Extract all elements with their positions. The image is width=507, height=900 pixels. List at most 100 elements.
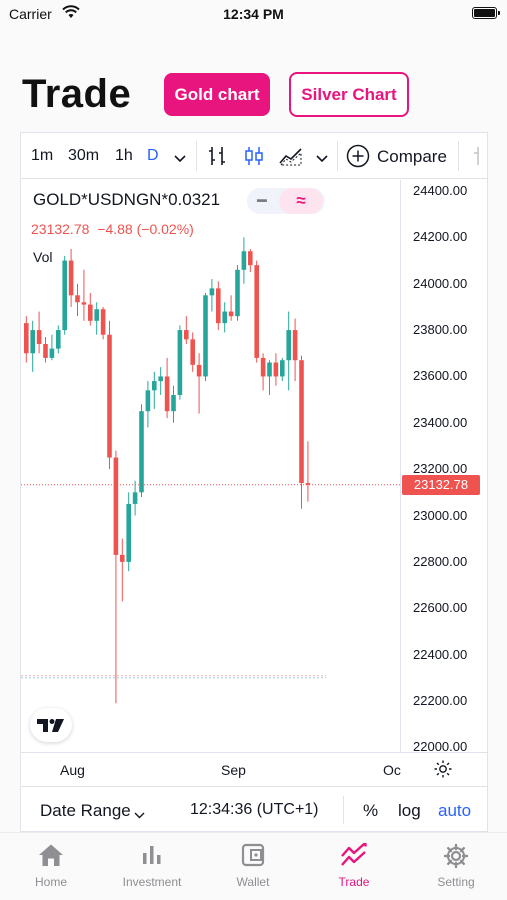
candle[interactable]: [171, 385, 176, 423]
bar-chart-icon: [107, 843, 197, 869]
tab-trade[interactable]: Trade: [309, 842, 399, 889]
candle-body: [209, 288, 215, 296]
candle[interactable]: [107, 320, 112, 470]
candle[interactable]: [267, 360, 272, 395]
candle-body: [292, 330, 298, 361]
candle[interactable]: [49, 334, 55, 361]
tab-investment[interactable]: Investment: [107, 843, 197, 889]
candle[interactable]: [299, 355, 304, 509]
area-icon[interactable]: [279, 145, 303, 172]
candles-icon[interactable]: [243, 145, 265, 172]
candle[interactable]: [184, 316, 189, 344]
silver-chart-button[interactable]: Silver Chart: [289, 72, 409, 117]
candle[interactable]: [209, 279, 215, 312]
candle[interactable]: [36, 311, 42, 354]
indicators-icon[interactable]: [471, 145, 485, 172]
tab-home[interactable]: Home: [6, 843, 96, 889]
log-toggle[interactable]: log: [398, 801, 421, 820]
candle[interactable]: [145, 381, 151, 428]
chevron-down-icon[interactable]: [134, 806, 145, 824]
price-tick: 23000.00: [413, 507, 468, 523]
candle[interactable]: [241, 237, 247, 284]
candle[interactable]: [88, 292, 93, 326]
candle[interactable]: [113, 450, 119, 704]
gold-chart-button[interactable]: Gold chart: [164, 73, 270, 116]
candle-body: [36, 330, 42, 344]
candle[interactable]: [177, 325, 183, 400]
candle-body: [241, 251, 247, 270]
candle[interactable]: [24, 316, 29, 363]
tab-setting[interactable]: Setting: [411, 843, 501, 889]
candle[interactable]: [100, 306, 106, 340]
price-axis[interactable]: 23132.78 24400.00 24200.00 24000.00 23800.0…: [400, 180, 487, 754]
plus-circle-icon[interactable]: [346, 144, 370, 173]
price-tick: 22200.00: [413, 692, 468, 708]
candle[interactable]: [139, 404, 144, 497]
candle[interactable]: [254, 260, 259, 363]
auto-toggle[interactable]: auto: [438, 801, 472, 820]
trend-icon: [309, 842, 399, 869]
candle[interactable]: [228, 295, 234, 321]
interval-1h[interactable]: 1h: [115, 147, 133, 164]
chart-settings-gear-icon[interactable]: [433, 759, 453, 784]
price-tick: 23600.00: [413, 368, 468, 384]
candle[interactable]: [190, 332, 195, 372]
legend-controls[interactable]: ━ ≈: [247, 188, 325, 214]
candle[interactable]: [75, 283, 80, 317]
date-range-button[interactable]: Date Range: [40, 801, 131, 820]
candle[interactable]: [43, 337, 48, 363]
current-time[interactable]: 12:34:36 (UTC+1): [190, 801, 319, 818]
compare-button[interactable]: Compare: [377, 147, 447, 166]
candle[interactable]: [81, 269, 87, 321]
candle-body: [235, 269, 240, 317]
collapse-icon[interactable]: ━: [257, 193, 267, 210]
price-tick: 23800.00: [413, 322, 468, 338]
interval-d[interactable]: D: [147, 147, 159, 164]
candle[interactable]: [260, 353, 266, 391]
candle[interactable]: [248, 248, 253, 273]
candle[interactable]: [216, 281, 221, 331]
candle[interactable]: [273, 353, 279, 386]
candle[interactable]: [120, 538, 125, 602]
percent-toggle[interactable]: %: [363, 801, 379, 820]
candle[interactable]: [286, 311, 291, 391]
candle-body: [94, 309, 99, 321]
candle[interactable]: [62, 255, 67, 335]
candlestick-chart[interactable]: [21, 180, 400, 752]
candle[interactable]: [68, 248, 74, 307]
candle[interactable]: [56, 325, 61, 354]
time-axis[interactable]: Aug Sep Oc: [21, 752, 487, 786]
candle[interactable]: [132, 480, 138, 516]
price-tick: 22800.00: [413, 553, 468, 569]
candle[interactable]: [94, 302, 99, 335]
candle-body: [145, 390, 151, 412]
candle[interactable]: [158, 367, 163, 395]
tab-wallet[interactable]: Wallet: [208, 843, 298, 889]
chevron-down-icon[interactable]: [174, 150, 186, 168]
chart-plot-area[interactable]: GOLD*USDNGN*0.0321 ━ ≈ 23132.78 −4.88 (−…: [21, 180, 400, 752]
gear-icon: [411, 843, 501, 869]
chevron-down-icon[interactable]: [316, 150, 328, 168]
candle-body: [139, 411, 144, 493]
tab-label: Investment: [122, 875, 182, 889]
interval-30m[interactable]: 30m: [68, 147, 100, 164]
candle[interactable]: [235, 265, 240, 321]
candle[interactable]: [222, 302, 227, 333]
candle[interactable]: [280, 357, 285, 382]
candle[interactable]: [292, 318, 298, 382]
candle-body: [75, 295, 80, 303]
candle[interactable]: [203, 292, 208, 382]
candle-body: [171, 394, 176, 412]
tab-label: Trade: [338, 875, 370, 889]
candle[interactable]: [196, 353, 202, 414]
candle[interactable]: [152, 371, 157, 409]
interval-1m[interactable]: 1m: [31, 147, 54, 164]
candle[interactable]: [164, 357, 170, 419]
tradingview-logo[interactable]: [30, 708, 72, 742]
wave-icon[interactable]: ≈: [279, 188, 323, 214]
candle[interactable]: [30, 320, 35, 372]
bar-style-icon[interactable]: [207, 145, 229, 172]
candle[interactable]: [305, 441, 311, 502]
candle-body: [280, 360, 285, 377]
candle[interactable]: [126, 492, 131, 572]
